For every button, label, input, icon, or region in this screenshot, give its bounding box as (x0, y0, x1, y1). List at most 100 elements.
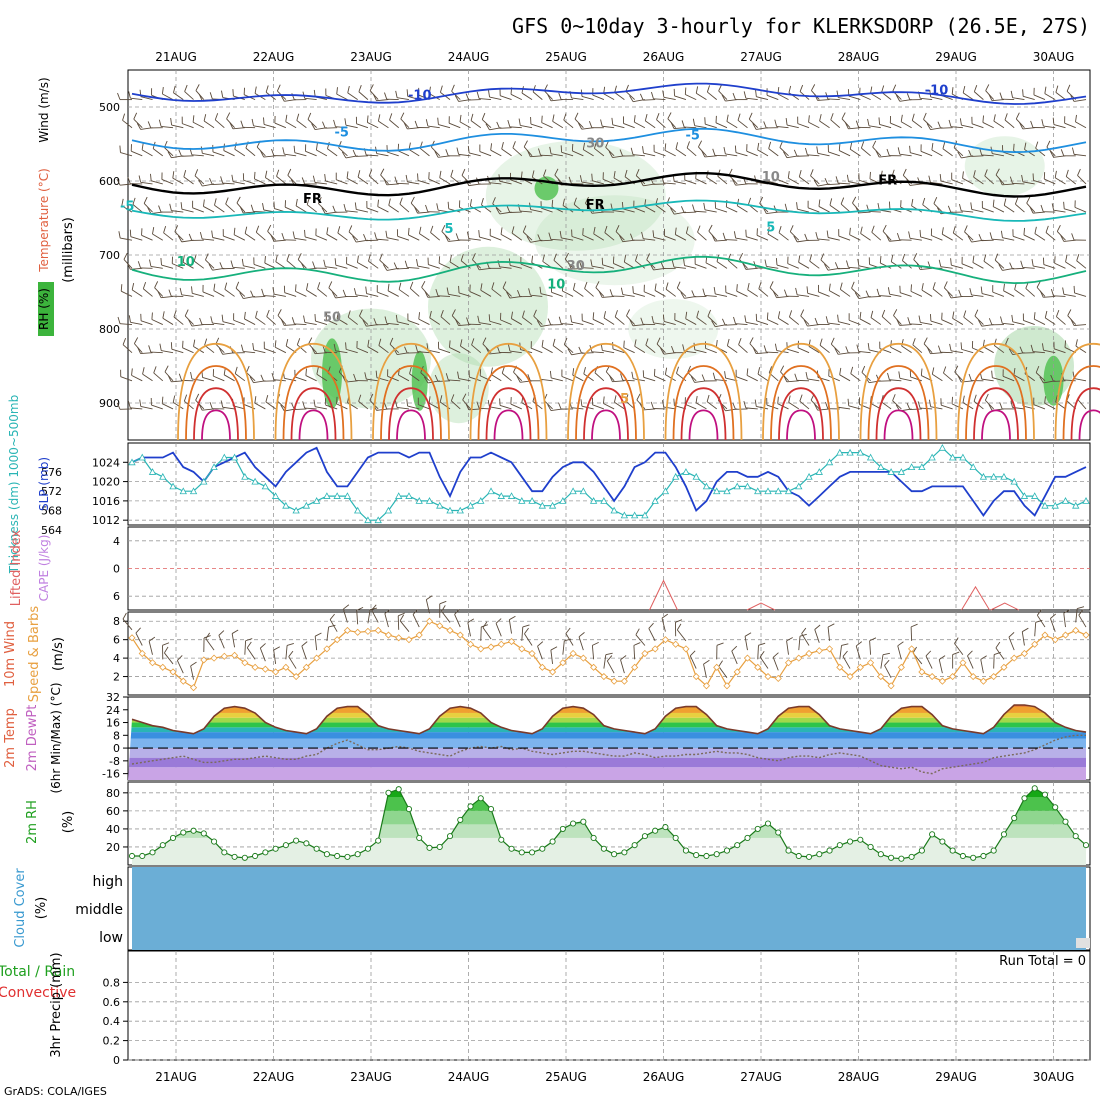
upper-wind-barb-flag (221, 90, 224, 98)
upper-wind-barb (448, 239, 461, 242)
upper-wind-barb (674, 319, 687, 325)
thickness-point (169, 482, 177, 490)
upper-wind-barb (1064, 208, 1076, 213)
upper-wind-barb (666, 203, 676, 213)
upper-wind-barb-flag (151, 312, 153, 320)
upper-wind-barb (304, 322, 317, 326)
upper-wind-barb-flag (500, 227, 503, 235)
upper-wind-barb-flag (1036, 281, 1041, 288)
upper-wind-barb (151, 180, 163, 185)
upper-wind-barb (1044, 178, 1056, 185)
upper-wind-barb-flag (1005, 337, 1009, 345)
surface-wind-barb (314, 636, 318, 651)
wind-speed-point (364, 627, 372, 635)
upper-wind-barb (838, 182, 851, 185)
upper-wind-barb-flag (603, 311, 606, 319)
upper-wind-barb-flag (957, 151, 962, 159)
upper-wind-barb (839, 150, 851, 157)
upper-wind-barb (581, 352, 594, 354)
upper-wind-barb (561, 323, 574, 326)
upper-wind-barb (501, 148, 512, 157)
upper-wind-barb (673, 266, 686, 269)
upper-wind-barb-flag (538, 148, 542, 156)
upper-wind-barb-flag (149, 259, 152, 267)
wind-speed-point (138, 649, 146, 658)
upper-wind-barb-flag (703, 202, 706, 210)
upper-wind-barb-flag (711, 234, 716, 242)
upper-wind-barb-flag (117, 92, 121, 100)
upper-wind-barb-flag (296, 338, 301, 345)
upper-wind-barb-flag (277, 309, 282, 316)
temp-band (128, 748, 1090, 758)
upper-wind-barb-flag (307, 112, 312, 120)
upper-wind-barb (141, 234, 153, 241)
upper-wind-barb (182, 347, 194, 354)
upper-wind-barb (1002, 375, 1015, 382)
upper-wind-barb (735, 237, 748, 241)
rh2m-point (990, 847, 997, 854)
upper-wind-barb-flag (1056, 224, 1061, 232)
upper-wind-barb-flag (126, 262, 131, 270)
surface-wind-barb (218, 635, 225, 649)
upper-wind-barb (871, 231, 882, 241)
upper-wind-barb (192, 121, 205, 129)
upper-wind-barb (437, 295, 451, 297)
thickness-point (302, 501, 311, 509)
thickness-point (251, 477, 259, 485)
upper-wind-barb-flag (813, 179, 819, 187)
upper-wind-barb-flag (917, 401, 921, 409)
upper-wind-barb-flag (922, 197, 926, 205)
upper-wind-barb (820, 259, 830, 269)
upper-wind-barb-flag (1051, 203, 1055, 211)
upper-wind-barb (336, 317, 348, 325)
upper-wind-barb-flag (541, 115, 543, 123)
upper-wind-barb-flag (262, 203, 265, 211)
upper-wind-barb-flag (465, 403, 470, 410)
upper-wind-barb (1035, 372, 1046, 382)
upper-wind-barb-flag (902, 168, 907, 176)
upper-wind-barb (479, 151, 492, 157)
upper-wind-barb-flag (582, 142, 586, 150)
upper-wind-barb (246, 372, 256, 382)
upper-wind-barb-flag (611, 117, 614, 125)
upper-wind-barb (305, 150, 317, 157)
upper-wind-barb-flag (191, 286, 193, 294)
upper-wind-barb (151, 404, 163, 410)
upper-wind-barb-flag (437, 117, 439, 125)
upper-wind-barb-flag (685, 311, 688, 319)
upper-wind-barb (183, 176, 194, 185)
thickness-point (713, 487, 721, 495)
surface-wind-barb-flag (897, 641, 904, 647)
upper-wind-barb-flag (733, 231, 737, 239)
upper-wind-barb (663, 182, 676, 185)
upper-wind-barb-flag (444, 235, 449, 242)
rh2m-point (764, 820, 772, 827)
surface-wind-barb-flag (592, 641, 599, 646)
upper-wind-barb-flag (485, 123, 490, 131)
upper-wind-barb-flag (302, 401, 306, 409)
wind-speed-point (1082, 631, 1090, 639)
upper-wind-barb (489, 352, 502, 355)
upper-wind-barb-flag (233, 227, 236, 235)
thickness-point (497, 492, 505, 499)
upper-wind-barb (1074, 99, 1087, 102)
wind-speed-point (867, 659, 875, 667)
upper-wind-barb-flag (952, 226, 956, 234)
upper-wind-barb (930, 406, 943, 410)
upper-wind-barb (130, 321, 143, 326)
upper-wind-barb-flag (913, 253, 918, 260)
upper-wind-barb (858, 350, 871, 354)
upper-wind-barb (581, 181, 594, 185)
surface-isotherm-loop (672, 365, 735, 441)
upper-wind-barb-flag (851, 281, 855, 289)
upper-wind-barb (163, 232, 174, 241)
upper-wind-barb (347, 316, 358, 325)
upper-wind-barb (848, 181, 861, 185)
upper-wind-barb-flag (322, 345, 326, 353)
upper-wind-barb-flag (353, 288, 357, 296)
upper-wind-barb (305, 375, 317, 382)
upper-wind-barb (468, 238, 481, 241)
wind-speed-point (302, 663, 310, 671)
upper-wind-barb (655, 204, 666, 213)
